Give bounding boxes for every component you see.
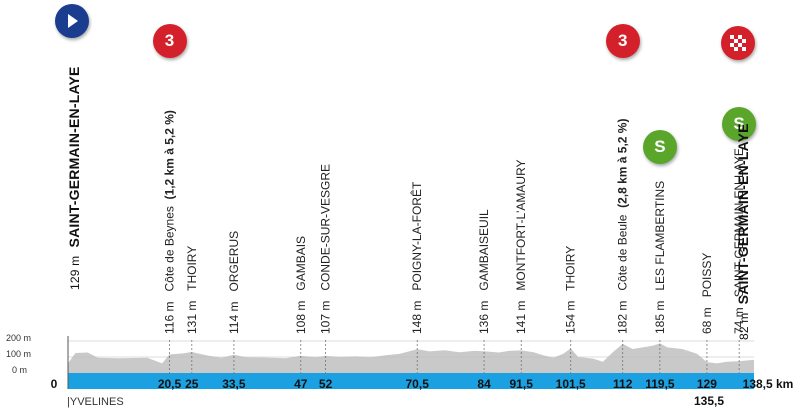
y-axis-label-100: 100 m <box>6 349 32 359</box>
location-name: POIGNY-LA-FORÊT <box>410 181 425 294</box>
km-mark-label: 52 <box>318 377 333 391</box>
km-mark-label: 84 <box>477 377 491 391</box>
start-km-label: 0 <box>50 377 58 391</box>
road-bar <box>68 373 754 389</box>
climb-category-icon: 3 <box>152 24 187 58</box>
km-mark-label: 25 <box>185 377 199 391</box>
location-altitude: 185 m <box>652 300 667 334</box>
sprint-icon: S <box>642 130 677 164</box>
location-altitude: 136 m <box>477 300 492 334</box>
location-label: 148 m POIGNY-LA-FORÊT <box>410 182 424 334</box>
location-name: CONDE-SUR-VESGRE <box>318 163 333 294</box>
location-altitude: 107 m <box>318 300 333 334</box>
location-label: 131 m THOIRY <box>185 246 199 334</box>
location-name: ORGERUS <box>226 230 241 295</box>
location-label: 141 m MONTFORT-L'AMAURY <box>514 159 528 334</box>
location-altitude: 141 m <box>514 300 529 334</box>
terrain-area <box>68 343 754 373</box>
climb-details: (1,2 km à 5,2 %) <box>162 110 177 207</box>
location-name: Côte de Beule <box>615 214 630 294</box>
km-mark-label: 47 <box>294 377 308 391</box>
location-label: 114 m ORGERUS <box>227 231 241 334</box>
location-label: 182 m Côte de Beule (2,8 km à 5,2 %) <box>616 119 630 334</box>
location-label: 108 m GAMBAIS <box>294 236 308 334</box>
department-label: |YVELINES <box>67 396 124 408</box>
location-name: THOIRY <box>563 245 578 294</box>
location-label: 136 m GAMBAISEUIL <box>477 209 491 334</box>
km-mark-label: 112 <box>613 377 633 391</box>
finish-flag-icon <box>721 26 755 60</box>
location-name: Côte de Beynes <box>162 206 177 295</box>
location-altitude: 116 m <box>162 301 177 334</box>
location-altitude: 68 m <box>699 307 714 334</box>
location-altitude: 131 m <box>184 300 199 334</box>
location-altitude: 114 m <box>226 301 241 334</box>
km-mark-label: 20,5 <box>157 377 182 391</box>
sprint-icon: S <box>722 107 757 141</box>
km-mark-label: 70,5 <box>405 377 429 391</box>
y-axis-label-0: 0 m <box>12 365 28 375</box>
location-label: 116 m Côte de Beynes (1,2 km à 5,2 %) <box>163 110 177 334</box>
km-mark-label: 33,5 <box>222 377 246 391</box>
location-label: 107 m CONDE-SUR-VESGRE <box>319 164 333 334</box>
location-altitude: 154 m <box>563 300 578 334</box>
location-altitude: 182 m <box>615 300 630 334</box>
location-name: GAMBAIS <box>293 235 308 294</box>
finish-town-label: 82 m SAINT-GERMAIN-EN-LAYE <box>735 123 751 340</box>
location-altitude: 148 m <box>410 300 425 334</box>
location-label: 68 m POISSY <box>700 253 714 334</box>
location-altitude: 108 m <box>293 300 308 334</box>
location-label: 154 m THOIRY <box>564 246 578 334</box>
km-mark-label: 129 <box>696 377 717 391</box>
start-flag-icon <box>55 4 89 38</box>
location-name: THOIRY <box>184 245 199 294</box>
y-axis-label-200: 200 m <box>6 333 32 343</box>
km-mark-label: 91,5 <box>509 377 533 391</box>
km-mark-label: 101,5 <box>555 377 586 391</box>
location-name: GAMBAISEUIL <box>477 209 492 294</box>
climb-details: (2,8 km à 5,2 %) <box>615 118 630 215</box>
climb-category-icon: 3 <box>605 24 640 58</box>
location-name: POISSY <box>699 252 714 301</box>
km-mark-label: 119,5 <box>645 377 675 391</box>
location-label: 185 m LES FLAMBERTINS <box>653 181 667 334</box>
start-town-label: 129 m SAINT-GERMAIN-EN-LAYE <box>66 66 82 290</box>
finish-km-below-label: 135,5 <box>694 394 725 408</box>
total-km-label: 138,5 km <box>742 377 794 391</box>
location-name: LES FLAMBERTINS <box>652 180 667 294</box>
location-name: MONTFORT-L'AMAURY <box>514 159 529 294</box>
